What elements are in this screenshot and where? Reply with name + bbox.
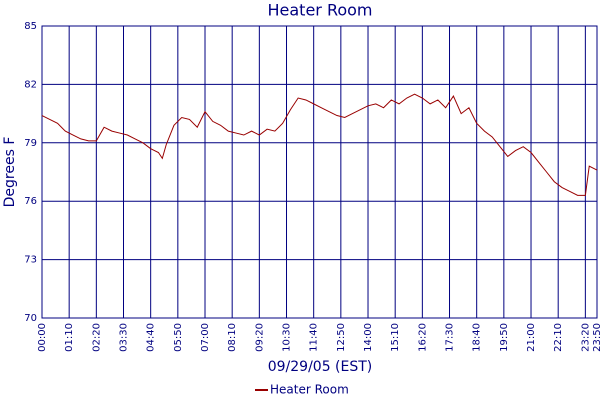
x-tick-label: 07:00	[200, 323, 211, 352]
x-tick-label: 19:50	[499, 323, 510, 352]
x-tick-label: 02:20	[91, 323, 102, 352]
y-tick-label: 79	[24, 138, 37, 149]
x-tick-label: 15:10	[390, 323, 401, 352]
y-tick-label: 70	[24, 313, 37, 324]
x-tick-label: 17:30	[445, 323, 456, 352]
y-tick-label: 76	[24, 196, 37, 207]
x-tick-label: 09:20	[254, 323, 265, 352]
x-tick-label: 18:40	[472, 323, 483, 352]
x-tick-label: 08:10	[227, 323, 238, 352]
legend-label: Heater Room	[270, 383, 349, 397]
data-line	[41, 93, 598, 196]
x-tick-label: 11:40	[309, 323, 320, 352]
x-tick-label: 23:20	[580, 323, 591, 352]
y-tick-label: 73	[24, 255, 37, 266]
y-tick-label: 82	[24, 79, 37, 90]
x-tick-label: 23:50	[592, 323, 600, 352]
x-axis-label: 09/29/05 (EST)	[268, 359, 373, 375]
x-tick-label: 22:10	[553, 323, 564, 352]
x-tick-label: 01:10	[64, 323, 75, 352]
x-tick-label: 12:50	[336, 323, 347, 352]
x-tick-label: 05:50	[173, 323, 184, 352]
x-tick-label: 16:20	[417, 323, 428, 352]
x-tick-label: 10:30	[282, 323, 293, 352]
chart-title: Heater Room	[267, 1, 372, 20]
x-tick-label: 03:30	[119, 323, 130, 352]
y-axis-label: Degrees F	[2, 137, 18, 208]
x-tick-label: 04:40	[146, 323, 157, 352]
x-tick-label: 14:00	[363, 323, 374, 352]
x-tick-label: 00:00	[37, 323, 48, 352]
y-tick-label: 85	[24, 21, 37, 32]
plot-area	[41, 25, 598, 319]
x-tick-label: 21:00	[526, 323, 537, 352]
